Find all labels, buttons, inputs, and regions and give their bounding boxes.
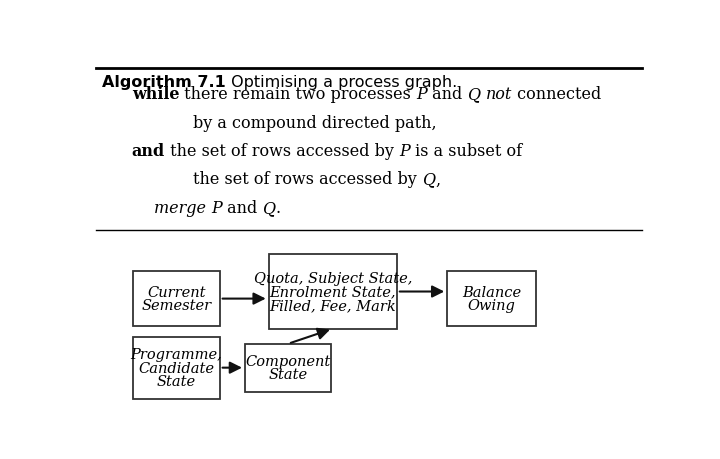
Bar bbox=[269, 255, 397, 329]
Bar bbox=[447, 272, 536, 326]
Text: Candidate: Candidate bbox=[138, 361, 215, 375]
Text: there remain two processes: there remain two processes bbox=[179, 86, 416, 103]
Text: Q: Q bbox=[262, 199, 276, 216]
Text: not: not bbox=[486, 86, 512, 103]
Text: Semester: Semester bbox=[141, 299, 212, 313]
Bar bbox=[245, 344, 331, 392]
Text: Filled, Fee, Mark: Filled, Fee, Mark bbox=[269, 298, 396, 312]
Text: and: and bbox=[222, 199, 262, 216]
Text: Algorithm 7.1: Algorithm 7.1 bbox=[102, 74, 226, 90]
Text: State: State bbox=[269, 368, 307, 381]
Text: Programme,: Programme, bbox=[130, 347, 222, 361]
Text: Balance: Balance bbox=[462, 285, 521, 299]
Text: P: P bbox=[416, 86, 427, 103]
Text: the set of rows accessed by: the set of rows accessed by bbox=[193, 171, 422, 188]
Text: Q: Q bbox=[422, 171, 435, 188]
Text: ,: , bbox=[435, 171, 441, 188]
Text: Enrolment State,: Enrolment State, bbox=[269, 285, 396, 299]
Text: .: . bbox=[276, 199, 281, 216]
Text: and: and bbox=[427, 86, 467, 103]
Text: State: State bbox=[157, 374, 196, 388]
Text: and: and bbox=[132, 143, 165, 160]
Bar bbox=[133, 337, 220, 399]
Text: merge: merge bbox=[154, 199, 211, 216]
Bar bbox=[133, 272, 220, 326]
Text: is a subset of: is a subset of bbox=[410, 143, 522, 160]
Text: connected: connected bbox=[512, 86, 601, 103]
Text: by a compound directed path,: by a compound directed path, bbox=[193, 115, 437, 132]
Text: the set of rows accessed by: the set of rows accessed by bbox=[165, 143, 399, 160]
Text: Component: Component bbox=[246, 354, 330, 368]
Text: Owing: Owing bbox=[468, 299, 516, 313]
Text: Optimising a process graph.: Optimising a process graph. bbox=[226, 74, 457, 90]
Text: P: P bbox=[211, 199, 222, 216]
Text: Quota, Subject State,: Quota, Subject State, bbox=[253, 271, 412, 285]
Text: Q: Q bbox=[467, 86, 481, 103]
Text: while: while bbox=[132, 86, 179, 103]
Text: P: P bbox=[399, 143, 410, 160]
Text: Current: Current bbox=[148, 285, 206, 299]
